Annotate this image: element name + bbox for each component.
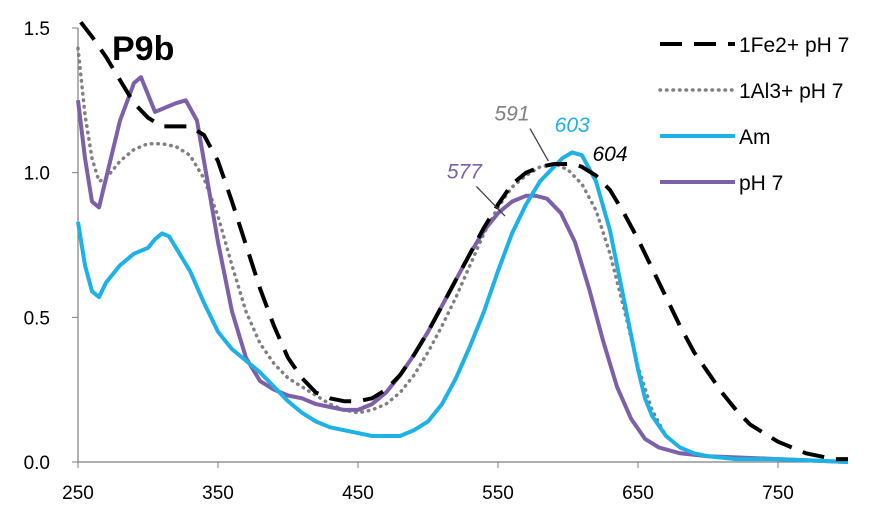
x-tick-label: 550	[482, 483, 514, 504]
y-tick-label: 0.0	[24, 453, 50, 474]
chart-title: P9b	[112, 30, 174, 68]
series-line-3	[76, 75, 849, 464]
y-tick-label: 1.5	[24, 19, 50, 40]
peak-annotation-label: 577	[447, 160, 483, 183]
series-line-2	[76, 150, 849, 464]
legend-label-2: Am	[739, 126, 771, 149]
series-layer	[76, 20, 850, 464]
x-tick-label: 750	[762, 483, 794, 504]
peak-annotation-label: 591	[494, 103, 529, 126]
y-tick-label: 1.0	[24, 164, 50, 185]
peak-annotation-label: 604	[592, 143, 627, 166]
legend-label-0: 1Fe2+ pH 7	[739, 34, 849, 57]
x-tick-label: 650	[622, 483, 654, 504]
legend-label-1: 1Al3+ pH 7	[739, 80, 844, 103]
x-tick-label: 250	[62, 483, 94, 504]
y-tick-label: 0.5	[24, 308, 50, 329]
legend-label-3: pH 7	[739, 172, 783, 195]
annotation-leader-577	[475, 186, 506, 217]
x-tick-label: 450	[342, 483, 374, 504]
annotation-leader-591	[529, 128, 549, 162]
x-tick-label: 350	[202, 483, 234, 504]
peak-annotation-label: 603	[555, 114, 590, 137]
series-line-0	[79, 20, 848, 462]
tick-labels: 250 350 450 550 650 750 0.0 0.5 1.0 1.5	[24, 19, 794, 504]
legend: 1Fe2+ pH 7 1Al3+ pH 7 Am pH 7	[658, 34, 849, 195]
